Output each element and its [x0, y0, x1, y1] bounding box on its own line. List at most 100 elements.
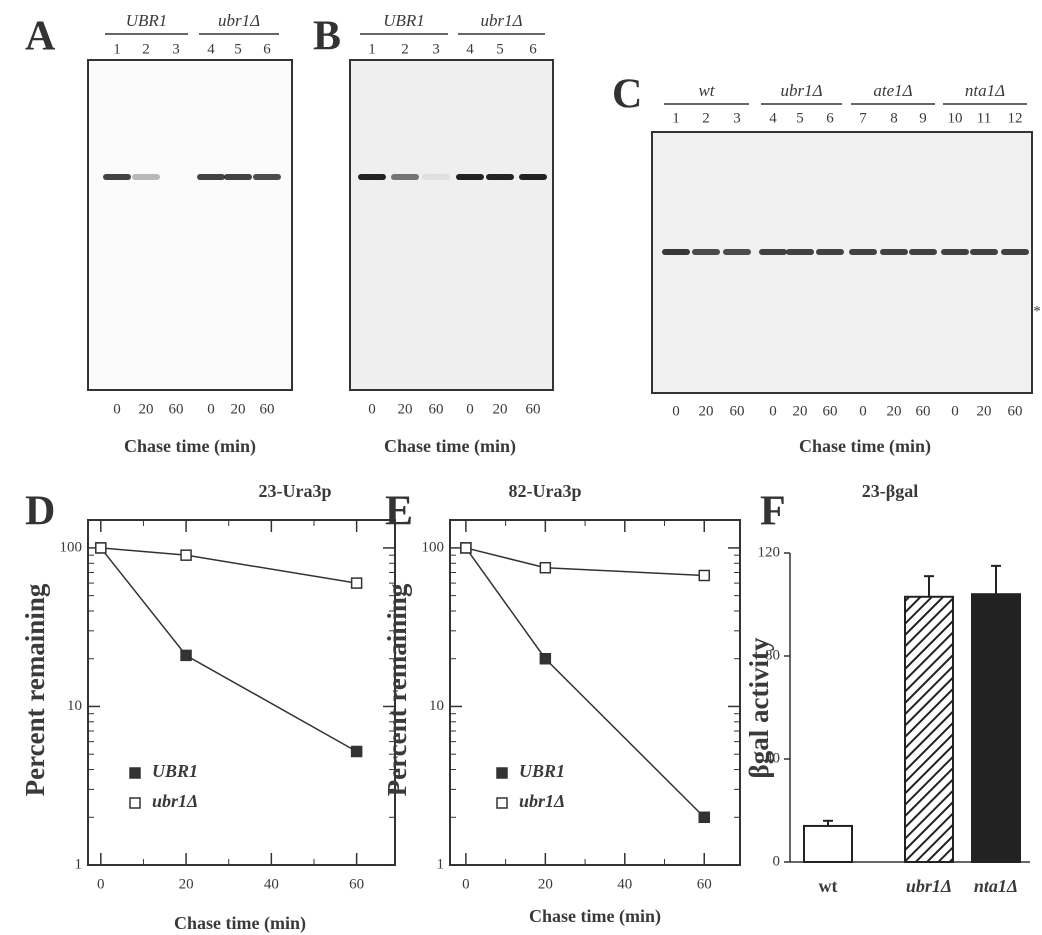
x-axis-label: Chase time (min) [384, 436, 516, 457]
chase-time: 0 [113, 401, 121, 417]
marker [352, 746, 362, 756]
band [909, 249, 937, 255]
y-tick-label: 40 [765, 750, 780, 766]
x-tick-label: 60 [697, 876, 712, 892]
y-tick-label: 10 [67, 698, 82, 714]
marker [540, 563, 550, 573]
y-axis-label: Percent remaining [382, 583, 412, 796]
y-tick-label: 0 [773, 853, 781, 869]
chase-time: 0 [951, 403, 959, 419]
chart-title: 23-βgal [862, 481, 918, 501]
chase-time: 20 [793, 403, 808, 419]
band [816, 249, 844, 255]
group-label: nta1Δ [965, 81, 1005, 100]
x-tick-label: 20 [179, 876, 194, 892]
group-label: UBR1 [126, 11, 168, 30]
chase-time: 20 [493, 401, 508, 417]
lane-number: 12 [1008, 110, 1023, 126]
line [101, 548, 357, 752]
legend-swatch [130, 768, 140, 778]
band [941, 249, 969, 255]
lane-number: 2 [401, 41, 409, 57]
y-tick-label: 10 [429, 698, 444, 714]
marker: * [1033, 303, 1041, 319]
y-tick-label: 1 [75, 856, 83, 872]
y-tick-label: 100 [422, 539, 445, 555]
lane-number: 4 [769, 110, 777, 126]
y-tick-label: 1 [437, 856, 445, 872]
marker [461, 543, 471, 553]
panel-letter: E [385, 489, 413, 535]
chase-time: 0 [769, 403, 777, 419]
legend-label: ubr1Δ [519, 791, 565, 811]
lane-number: 3 [733, 110, 741, 126]
lane-number: 1 [368, 41, 376, 57]
panel-letter: D [25, 489, 55, 535]
band [1001, 249, 1029, 255]
chase-time: 60 [260, 401, 275, 417]
legend-swatch [497, 798, 507, 808]
chase-time: 20 [699, 403, 714, 419]
group-label: wt [698, 81, 715, 100]
x-axis-label: Chase time (min) [174, 913, 306, 934]
gel [652, 132, 1032, 393]
lane-number: 9 [919, 110, 927, 126]
chase-time: 20 [231, 401, 246, 417]
bar [804, 826, 852, 862]
lane-number: 5 [496, 41, 504, 57]
marker [352, 578, 362, 588]
x-tick-label: ubr1Δ [906, 876, 952, 896]
legend-swatch [497, 768, 507, 778]
legend-label: UBR1 [519, 761, 565, 781]
lane-number: 6 [826, 110, 834, 126]
group-label: ubr1Δ [780, 81, 822, 100]
chase-time: 0 [466, 401, 474, 417]
chase-time: 60 [526, 401, 541, 417]
group-label: UBR1 [383, 11, 425, 30]
lane-number: 11 [977, 110, 991, 126]
chase-time: 60 [1008, 403, 1023, 419]
lane-number: 3 [172, 41, 180, 57]
legend-label: ubr1Δ [152, 791, 198, 811]
lane-number: 6 [263, 41, 271, 57]
marker [181, 650, 191, 660]
band [103, 174, 131, 180]
group-label: ubr1Δ [480, 11, 522, 30]
lane-number: 1 [672, 110, 680, 126]
x-axis-label: Chase time (min) [799, 436, 931, 457]
y-axis-label: Percent remaining [20, 583, 50, 796]
band [197, 174, 225, 180]
chase-time: 0 [207, 401, 215, 417]
chase-time: 60 [916, 403, 931, 419]
gel [88, 60, 292, 390]
band [759, 249, 787, 255]
lane-number: 6 [529, 41, 537, 57]
group-label: ate1Δ [873, 81, 912, 100]
x-tick-label: wt [819, 876, 838, 896]
y-tick-label: 120 [758, 544, 781, 560]
band [132, 174, 160, 180]
bar [905, 597, 953, 862]
band [391, 174, 419, 180]
legend-swatch [130, 798, 140, 808]
chase-time: 60 [823, 403, 838, 419]
lane-number: 4 [466, 41, 474, 57]
band [456, 174, 484, 180]
line [101, 548, 357, 583]
bar [972, 594, 1020, 862]
lane-number: 3 [432, 41, 440, 57]
chase-time: 20 [139, 401, 154, 417]
chase-time: 20 [977, 403, 992, 419]
x-axis-label: Chase time (min) [529, 906, 661, 927]
chase-time: 0 [859, 403, 867, 419]
lane-number: 2 [702, 110, 710, 126]
x-tick-label: 60 [349, 876, 364, 892]
lane-number: 5 [796, 110, 804, 126]
figure: A1022036040520660UBR1ubr1ΔChase time (mi… [0, 0, 1042, 935]
plot-frame [450, 520, 740, 865]
lane-number: 5 [234, 41, 242, 57]
y-tick-label: 80 [765, 647, 780, 663]
lane-number: 7 [859, 110, 867, 126]
x-axis-label: Chase time (min) [124, 436, 256, 457]
band [662, 249, 690, 255]
